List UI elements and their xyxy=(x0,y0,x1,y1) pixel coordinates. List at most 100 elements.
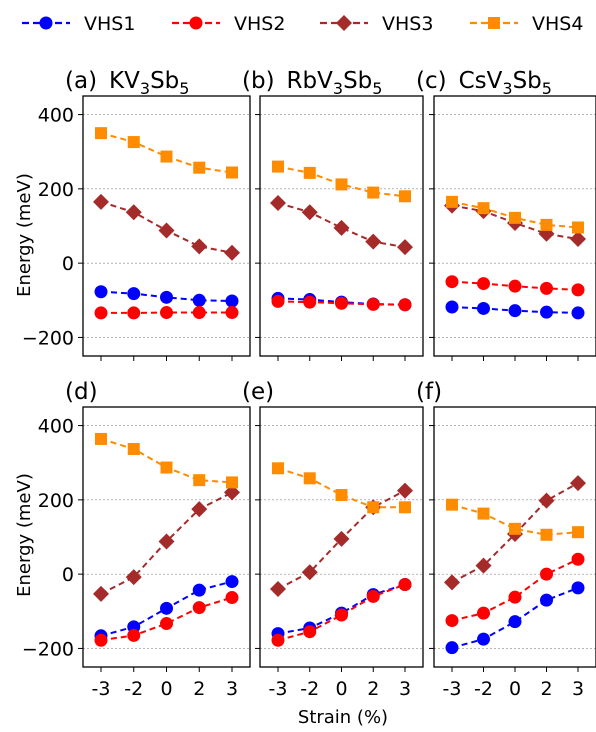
data-point-vhs3 xyxy=(570,475,586,492)
legend-marker xyxy=(488,17,500,29)
data-point-vhs4 xyxy=(127,136,140,149)
x-tick-label: -3 xyxy=(92,678,111,700)
panel-tag: (c) xyxy=(416,68,447,94)
data-point-vhs4 xyxy=(540,218,553,231)
legend-item-vhs4: VHS4 xyxy=(470,13,583,35)
data-point-vhs2 xyxy=(271,294,285,308)
material-name: Sb xyxy=(150,68,179,94)
data-point-vhs1 xyxy=(192,583,206,597)
data-point-vhs2 xyxy=(366,589,380,603)
data-point-vhs2 xyxy=(160,617,173,631)
y-tick-label: 200 xyxy=(38,179,74,201)
x-tick-label: 2 xyxy=(193,678,205,700)
x-tick-label: 3 xyxy=(226,678,238,700)
data-point-vhs4 xyxy=(399,501,411,514)
data-point-vhs2 xyxy=(303,295,317,309)
material-name: KV xyxy=(109,68,140,94)
data-point-vhs2 xyxy=(94,633,108,647)
data-point-vhs4 xyxy=(226,476,238,489)
panel-e: -3 -2 0 2 3 (e) xyxy=(242,379,424,700)
material-name: Sb xyxy=(343,68,372,94)
data-point-vhs2 xyxy=(94,306,108,320)
data-point-vhs1 xyxy=(94,285,108,299)
legend-label: VHS2 xyxy=(234,13,285,35)
data-point-vhs2 xyxy=(508,279,522,293)
panel-tag: (f) xyxy=(416,379,442,405)
data-point-vhs2 xyxy=(127,628,141,642)
x-tick-label: 2 xyxy=(540,678,552,700)
y-tick-label: 0 xyxy=(62,564,74,586)
data-point-vhs1 xyxy=(477,301,490,315)
series-line-vhs4 xyxy=(277,467,405,509)
data-point-vhs2 xyxy=(540,281,553,295)
data-point-vhs4 xyxy=(572,526,584,539)
data-point-vhs4 xyxy=(572,221,584,234)
data-point-vhs4 xyxy=(446,195,458,208)
legend-label: VHS3 xyxy=(382,13,433,35)
data-point-vhs3 xyxy=(570,231,586,247)
x-axis-label: Strain (%) xyxy=(298,707,388,728)
panel-label: (f) xyxy=(416,379,442,405)
legend-item-vhs1: VHS1 xyxy=(22,13,135,35)
data-point-vhs1 xyxy=(540,593,553,607)
panel-f: -3 -2 0 2 3 (f) xyxy=(416,379,596,700)
y-tick-label: 0 xyxy=(62,253,74,275)
x-tick-label: -3 xyxy=(443,678,462,700)
data-point-vhs3 xyxy=(158,533,175,550)
data-point-vhs2 xyxy=(225,591,239,605)
data-point-vhs2 xyxy=(398,578,412,592)
series-line-vhs4 xyxy=(277,165,406,198)
y-tick-label: −200 xyxy=(22,327,74,349)
material-subscript: 5 xyxy=(179,79,189,98)
panel-tag: (e) xyxy=(242,379,274,405)
material-name: CsV xyxy=(459,68,503,94)
data-point-vhs2 xyxy=(271,633,285,647)
legend-label: VHS1 xyxy=(84,13,135,35)
data-point-vhs1 xyxy=(225,294,239,308)
panel-tag: (d) xyxy=(65,379,98,405)
panel-a: 400 200 0 −200 (a) KV3Sb5 xyxy=(22,68,251,361)
series-line-vhs2 xyxy=(277,583,406,642)
data-point-vhs3 xyxy=(301,564,318,581)
data-point-vhs1 xyxy=(508,615,522,629)
data-point-vhs1 xyxy=(571,306,585,320)
y-tick-label: −200 xyxy=(22,638,74,660)
data-point-vhs2 xyxy=(508,590,522,604)
data-point-vhs3 xyxy=(93,193,109,210)
data-point-vhs4 xyxy=(127,442,140,455)
data-point-vhs4 xyxy=(335,178,348,191)
data-point-vhs2 xyxy=(225,306,239,320)
legend-item-vhs3: VHS3 xyxy=(320,13,433,35)
data-point-vhs2 xyxy=(192,601,206,615)
data-point-vhs4 xyxy=(509,522,521,535)
data-point-vhs2 xyxy=(192,306,206,320)
data-point-vhs1 xyxy=(127,287,141,301)
data-point-vhs3 xyxy=(301,204,318,221)
panel-label: (d) xyxy=(65,379,98,405)
legend-label: VHS4 xyxy=(532,13,583,35)
data-point-vhs4 xyxy=(95,432,107,445)
y-tick-label: 400 xyxy=(38,105,74,127)
panel-tag: (a) xyxy=(65,68,97,94)
data-point-vhs1 xyxy=(192,293,206,307)
data-point-vhs1 xyxy=(160,601,173,615)
data-point-vhs2 xyxy=(366,297,380,311)
data-point-vhs4 xyxy=(95,127,107,140)
data-point-vhs4 xyxy=(540,528,553,541)
series-line-vhs3 xyxy=(277,202,406,249)
data-point-vhs3 xyxy=(191,238,208,255)
x-tick-label: 0 xyxy=(335,678,347,700)
data-point-vhs1 xyxy=(445,641,459,655)
data-point-vhs4 xyxy=(226,166,238,179)
data-point-vhs4 xyxy=(272,462,284,475)
data-point-vhs1 xyxy=(477,632,490,646)
data-point-vhs4 xyxy=(303,472,316,485)
legend-marker xyxy=(39,16,53,30)
material-subscript: 3 xyxy=(502,79,512,98)
y-axis-label: Energy (meV) xyxy=(14,473,35,597)
panel-label: (b) RbV3Sb5 xyxy=(242,68,382,98)
y-tick-label: 400 xyxy=(38,416,74,438)
series-line-vhs4 xyxy=(451,503,579,536)
